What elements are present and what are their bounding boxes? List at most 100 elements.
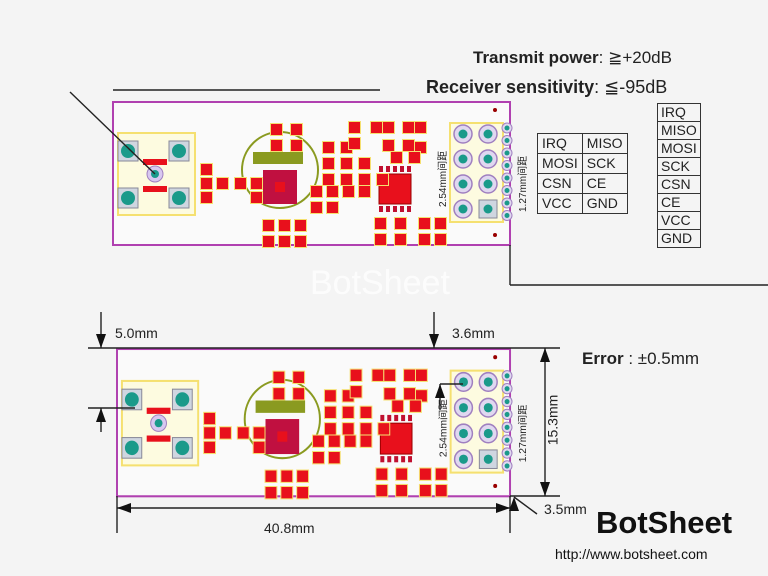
pin-cell: GND [657, 229, 701, 248]
pad [350, 369, 362, 381]
pad [143, 186, 167, 192]
receiver-label: Receiver sensitivity [426, 77, 595, 97]
pin-table-1col: IRQ MISO MOSI SCK CSN CE VCC GND [657, 103, 701, 248]
pad [311, 186, 322, 197]
pad [419, 234, 430, 245]
pad [391, 152, 402, 163]
pad [415, 390, 427, 402]
arrow-icon [96, 408, 106, 422]
via [175, 440, 190, 456]
pad [263, 236, 274, 247]
via [459, 428, 468, 439]
pad [359, 186, 370, 197]
pad [360, 435, 372, 447]
via [154, 419, 163, 428]
pad [251, 192, 262, 203]
via [504, 411, 510, 417]
pad [251, 178, 262, 189]
pad [253, 441, 265, 454]
pad [392, 400, 404, 412]
pad [384, 388, 396, 400]
via [504, 463, 510, 469]
pin-cell: MISO [657, 121, 701, 140]
via [483, 129, 493, 139]
pad [281, 470, 293, 482]
pad [372, 369, 384, 381]
qfn-lead [386, 206, 390, 212]
dimension-line [513, 496, 538, 515]
mark [493, 108, 497, 112]
pad [324, 406, 336, 419]
chip-center [277, 431, 288, 442]
pad [263, 220, 274, 231]
pad [360, 406, 372, 419]
pad [435, 484, 447, 497]
pad [415, 369, 427, 381]
brand-url[interactable]: http://www.botsheet.com [555, 546, 708, 562]
pad [204, 412, 216, 425]
pin-cell: MOSI [537, 153, 583, 174]
via [458, 179, 468, 189]
pad [377, 174, 388, 185]
pin-cell: VCC [657, 211, 701, 230]
error-tolerance: Error : ±0.5mm [582, 349, 699, 369]
via [483, 179, 493, 189]
pad [378, 423, 390, 435]
pad [204, 427, 216, 439]
via [121, 144, 135, 158]
via [121, 191, 135, 205]
pad [384, 369, 396, 381]
pad [323, 142, 334, 153]
pad [404, 388, 415, 400]
arrow-icon [96, 334, 106, 348]
brand-logo: BotSheet [596, 505, 733, 540]
pcb-board: 2.54mm间距 1.27mm间距 [112, 101, 529, 248]
pad [279, 236, 290, 247]
arrow-icon [435, 384, 445, 398]
qfn-lead [394, 414, 399, 422]
pad [297, 487, 309, 499]
pad [328, 452, 340, 464]
pad [341, 158, 352, 169]
pad [328, 435, 340, 447]
error-value: : ±0.5mm [628, 349, 700, 368]
pad [341, 142, 352, 153]
qfn-lead [379, 206, 383, 212]
pin-cell: SCK [657, 157, 701, 176]
dim-edge: 3.5mm [544, 501, 587, 517]
pad [295, 236, 306, 247]
pad [204, 441, 216, 454]
pad [201, 178, 212, 189]
via [483, 428, 493, 439]
pad [403, 140, 414, 151]
pad [323, 158, 334, 169]
via [504, 200, 510, 206]
qfn-lead [408, 414, 413, 422]
pad [435, 218, 446, 229]
via [504, 386, 510, 392]
dim-height: 15.3mm [544, 394, 561, 446]
pin-table-2col: IRQ MISO MOSI SCK CSN CE VCC GND [537, 133, 628, 214]
leader-line [69, 91, 156, 175]
mark [493, 233, 497, 237]
pad [273, 388, 285, 400]
pad [293, 371, 305, 383]
pad [291, 140, 302, 151]
pad [410, 400, 421, 412]
pad [271, 140, 282, 151]
via [504, 398, 510, 405]
pin-cell: CSN [537, 173, 583, 194]
pad [324, 423, 336, 435]
pad [396, 484, 408, 497]
pad [201, 164, 212, 175]
pad [279, 220, 290, 231]
pcb-board: 2.54mm间距 1.27mm间距 [116, 347, 529, 500]
via [483, 204, 493, 214]
pad [360, 423, 372, 435]
transmit-label: Transmit power [473, 48, 599, 67]
via [504, 213, 510, 218]
receiver-sensitivity: Receiver sensitivity: ≦-95dB [426, 77, 667, 98]
pad [359, 158, 370, 169]
qfn-lead [394, 456, 399, 463]
pad [383, 140, 394, 151]
